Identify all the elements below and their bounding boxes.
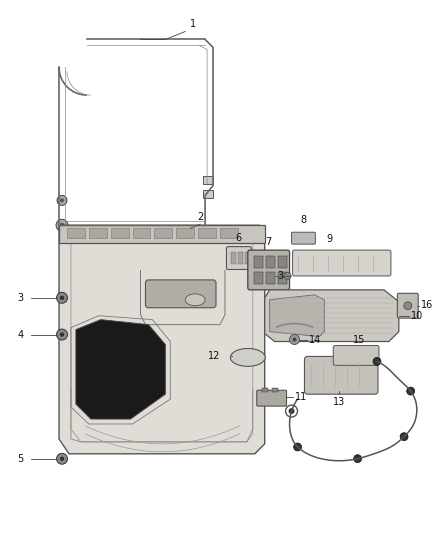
FancyBboxPatch shape (293, 250, 391, 276)
Bar (266, 256, 275, 268)
Text: 12: 12 (208, 351, 220, 361)
Bar (272, 388, 278, 392)
FancyBboxPatch shape (257, 390, 286, 406)
Text: 4: 4 (17, 329, 23, 340)
Text: 14: 14 (309, 335, 321, 344)
Text: 13: 13 (333, 397, 345, 407)
Bar (198, 228, 216, 238)
Bar (89, 228, 107, 238)
Circle shape (284, 272, 291, 279)
Circle shape (290, 335, 300, 344)
Bar (111, 228, 129, 238)
Bar (278, 272, 286, 284)
Bar (262, 388, 268, 392)
Text: 3: 3 (278, 271, 284, 281)
FancyBboxPatch shape (333, 345, 379, 365)
Polygon shape (270, 295, 324, 336)
Text: 9: 9 (326, 234, 332, 244)
FancyBboxPatch shape (397, 293, 418, 318)
Bar (220, 228, 238, 238)
Ellipse shape (230, 349, 265, 366)
Bar (254, 256, 263, 268)
Text: 16: 16 (421, 300, 433, 310)
Text: 2: 2 (197, 212, 203, 222)
FancyBboxPatch shape (59, 225, 265, 243)
Text: 8: 8 (300, 215, 307, 225)
Circle shape (373, 358, 381, 365)
Ellipse shape (185, 294, 205, 306)
Circle shape (289, 408, 294, 414)
FancyBboxPatch shape (226, 247, 251, 270)
Bar (278, 256, 286, 268)
FancyBboxPatch shape (248, 250, 290, 290)
Circle shape (404, 302, 412, 310)
Circle shape (407, 387, 415, 395)
Bar (238, 252, 243, 264)
Bar (133, 228, 150, 238)
Bar (266, 272, 275, 284)
Text: 1: 1 (190, 19, 196, 29)
Bar (67, 228, 85, 238)
Bar (155, 228, 172, 238)
Circle shape (57, 196, 67, 205)
Circle shape (400, 433, 408, 441)
Circle shape (60, 198, 64, 203)
Bar (254, 272, 263, 284)
Circle shape (60, 223, 64, 228)
Bar (203, 175, 213, 183)
Text: 6: 6 (236, 233, 242, 243)
Circle shape (353, 455, 362, 463)
Circle shape (60, 457, 64, 461)
Circle shape (60, 296, 64, 300)
Circle shape (293, 443, 302, 451)
Text: 5: 5 (17, 454, 23, 464)
Polygon shape (265, 290, 399, 342)
FancyBboxPatch shape (304, 357, 378, 394)
Bar (176, 228, 194, 238)
Circle shape (60, 333, 64, 337)
Bar (245, 252, 250, 264)
Text: 11: 11 (294, 392, 307, 402)
FancyBboxPatch shape (292, 232, 315, 244)
Bar (203, 190, 213, 198)
Text: 7: 7 (265, 237, 272, 247)
Text: 10: 10 (411, 311, 423, 321)
Circle shape (56, 219, 68, 231)
Text: 15: 15 (353, 335, 365, 344)
Circle shape (293, 337, 297, 342)
Polygon shape (59, 225, 265, 454)
Circle shape (57, 329, 67, 340)
Text: 3: 3 (17, 293, 23, 303)
Polygon shape (76, 320, 165, 419)
FancyBboxPatch shape (145, 280, 216, 308)
Circle shape (57, 292, 67, 303)
Bar (231, 252, 236, 264)
Circle shape (57, 453, 67, 464)
